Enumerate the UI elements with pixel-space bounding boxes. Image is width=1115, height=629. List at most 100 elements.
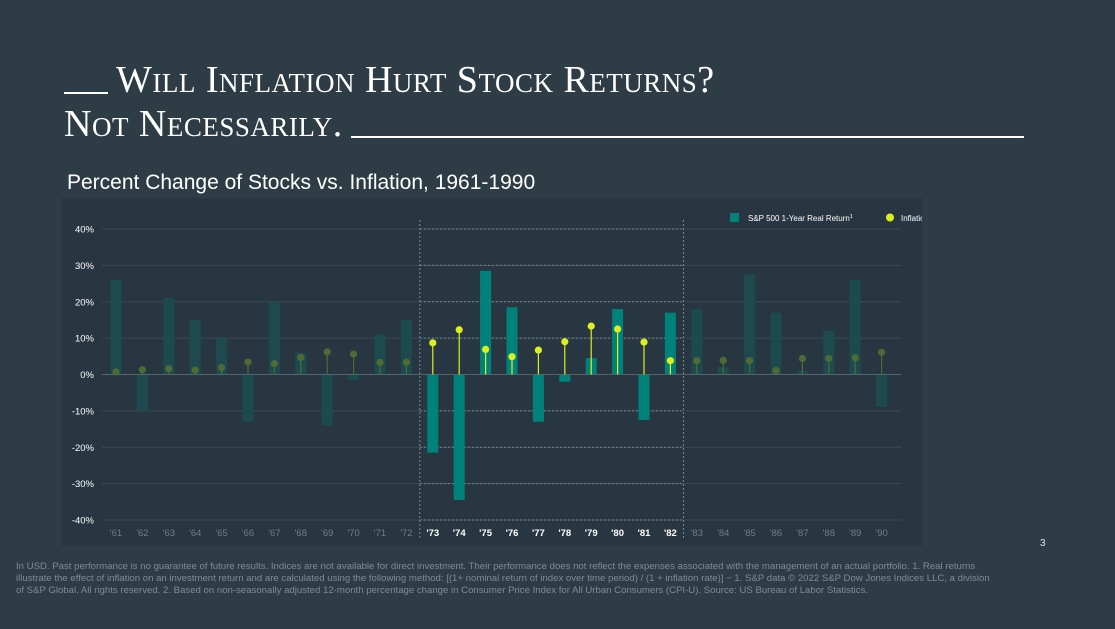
return-bar — [268, 301, 280, 375]
inflation-dot — [112, 368, 120, 376]
y-tick-label: 30% — [75, 261, 95, 272]
x-tick-label: '80 — [611, 528, 624, 539]
inflation-dot — [270, 359, 278, 368]
inflation-dot — [350, 350, 358, 358]
inflation-dot — [376, 358, 384, 367]
x-tick-label: '82 — [664, 528, 677, 539]
inflation-dot — [429, 339, 437, 347]
return-bar — [348, 374, 360, 380]
inflation-dot — [561, 338, 569, 346]
return-bar — [823, 330, 835, 375]
title-block: Will Inflation Hurt Stock Returns? Not N… — [64, 58, 1024, 146]
inflation-dot — [455, 326, 463, 334]
y-tick-label: -20% — [72, 443, 95, 454]
inflation-dot — [772, 366, 780, 375]
x-tick-label: '69 — [321, 528, 333, 539]
x-tick-label: '68 — [295, 528, 307, 539]
y-tick-label: 10% — [75, 334, 95, 345]
title-line-1: Will Inflation Hurt Stock Returns? — [64, 58, 1024, 102]
chart-subtitle: Percent Change of Stocks vs. Inflation, … — [67, 171, 536, 194]
inflation-dot — [297, 353, 305, 362]
title-rule-left — [64, 92, 108, 94]
return-bar — [189, 319, 201, 375]
x-tick-label: '88 — [823, 528, 835, 539]
inflation-dot — [693, 357, 701, 365]
inflation-dot — [165, 365, 173, 373]
legend-label-returns: S&P 500 1-Year Real Return1 — [748, 214, 853, 223]
return-bar — [400, 319, 412, 375]
inflation-dot — [666, 357, 675, 365]
inflation-dot — [323, 348, 331, 356]
return-bar — [638, 374, 650, 420]
title-rule-right — [350, 136, 1024, 138]
inflation-dot — [138, 366, 146, 374]
return-bar — [506, 307, 518, 375]
inflation-dot — [746, 357, 754, 365]
x-tick-label: '78 — [558, 528, 571, 539]
y-tick-label: 20% — [75, 297, 95, 308]
return-bar — [136, 374, 148, 411]
return-bar — [664, 312, 676, 375]
y-tick-label: -40% — [72, 516, 95, 527]
y-tick-label: -30% — [72, 479, 95, 490]
x-tick-label: '64 — [189, 528, 201, 539]
inflation-dot — [719, 356, 727, 364]
return-bar — [110, 279, 122, 375]
chart-container: 40% 30% 20% 10% 0% -10% -20% -30% -40% '61 '62 '63 '… — [62, 198, 932, 546]
x-tick-label: '73 — [426, 528, 439, 539]
return-bar — [242, 374, 254, 422]
inflation-dot — [534, 346, 542, 354]
inflation-dot — [851, 354, 859, 362]
inflation-dot — [218, 363, 226, 372]
return-bar — [216, 338, 228, 375]
return-bar — [744, 274, 756, 375]
inflation-dot — [640, 338, 648, 346]
x-tick-label: '70 — [347, 528, 359, 539]
x-tick-label: '74 — [453, 528, 467, 539]
legend-swatch-returns — [730, 213, 739, 222]
y-tick-label: 40% — [75, 225, 95, 236]
return-bar — [849, 279, 861, 375]
x-tick-label: '67 — [268, 528, 280, 539]
x-tick-label: '85 — [743, 528, 755, 539]
inflation-dot — [614, 325, 622, 333]
inflation-dot — [798, 354, 807, 363]
return-bar — [770, 312, 782, 375]
return-bar — [163, 298, 175, 375]
return-bar — [480, 270, 492, 375]
y-tick-label: 0% — [80, 370, 94, 381]
x-tick-label: '79 — [585, 528, 598, 539]
x-tick-label: '84 — [717, 528, 729, 539]
return-bar — [427, 374, 439, 453]
title-text-1: Will Inflation Hurt Stock Returns? — [116, 59, 715, 101]
inflation-dot — [482, 345, 490, 354]
return-bar — [559, 374, 571, 382]
x-tick-label: '63 — [163, 528, 175, 539]
page-number: 3 — [1040, 538, 1046, 549]
inflation-dot — [878, 348, 886, 356]
legend-swatch-inflation — [886, 213, 894, 222]
x-tick-label: '76 — [506, 528, 519, 539]
title-text-2: Not Necessarily. — [64, 103, 343, 145]
chart-svg: 40% 30% 20% 10% 0% -10% -20% -30% -40% '61 '62 '63 '… — [72, 213, 932, 539]
x-tick-label: '62 — [136, 528, 148, 539]
x-tick-label: '90 — [875, 528, 887, 539]
return-bar — [691, 309, 703, 375]
return-bar — [321, 374, 333, 426]
inflation-dot — [508, 353, 516, 361]
y-tick-label: -10% — [72, 406, 95, 417]
legend-label-inflation: Inflation2 — [901, 214, 922, 223]
return-bar — [532, 374, 544, 422]
inflation-dot — [244, 358, 252, 366]
x-tick-label: '77 — [532, 528, 545, 539]
return-bar — [876, 374, 888, 408]
x-tick-label: '71 — [374, 528, 386, 539]
x-tick-label: '72 — [400, 528, 412, 539]
x-tick-label: '87 — [796, 528, 808, 539]
title-line-2: Not Necessarily. — [64, 102, 1024, 146]
x-tick-label: '66 — [242, 528, 254, 539]
x-tick-label: '83 — [691, 528, 703, 539]
inflation-dot — [825, 354, 833, 363]
x-tick-label: '86 — [770, 528, 782, 539]
inflation-dot — [402, 358, 410, 366]
